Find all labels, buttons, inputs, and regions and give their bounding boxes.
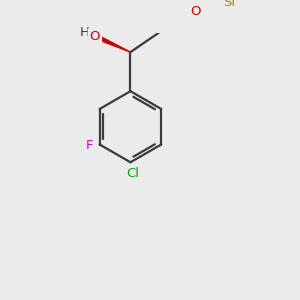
Text: O: O — [90, 30, 100, 43]
Text: Cl: Cl — [127, 167, 140, 180]
Polygon shape — [94, 34, 130, 52]
Text: F: F — [85, 139, 93, 152]
Text: O: O — [190, 5, 201, 18]
Text: Si: Si — [223, 0, 235, 9]
Text: H: H — [79, 26, 89, 39]
